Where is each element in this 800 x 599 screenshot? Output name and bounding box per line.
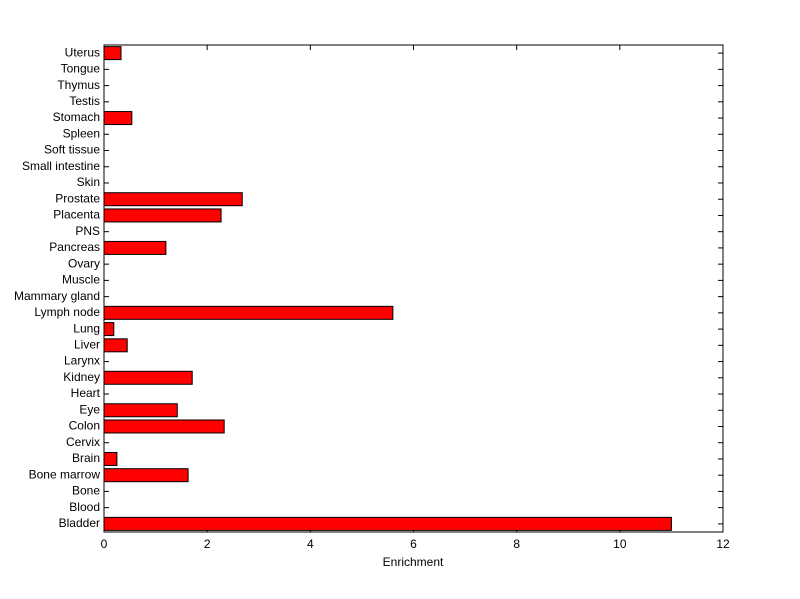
y-tick-label: Mammary gland <box>14 289 100 303</box>
y-tick-label: Lung <box>73 321 100 335</box>
x-tick-label: 6 <box>410 537 417 551</box>
y-tick-label: Uterus <box>65 45 100 59</box>
y-tick-label: Tongue <box>61 62 101 76</box>
y-tick-label: Bone marrow <box>29 467 101 481</box>
y-tick-label: Pancreas <box>49 240 100 254</box>
bar <box>103 322 115 337</box>
y-tick-label: Heart <box>71 386 101 400</box>
x-axis-label: Enrichment <box>383 555 444 569</box>
y-tick-label: Liver <box>74 337 100 351</box>
y-tick-label: Placenta <box>53 208 100 222</box>
plot-frame <box>103 44 724 533</box>
bar <box>103 468 189 483</box>
y-tick-label: Lymph node <box>34 305 100 319</box>
y-tick-label: Thymus <box>57 78 100 92</box>
y-tick-label: Eye <box>79 402 100 416</box>
bar <box>103 305 394 320</box>
y-tick-label: Small intestine <box>22 159 100 173</box>
bar <box>103 419 225 434</box>
bar <box>103 403 178 418</box>
bar <box>103 516 672 531</box>
y-tick-label: Soft tissue <box>44 143 100 157</box>
y-tick-label: Bone <box>72 484 100 498</box>
y-tick-label: Muscle <box>62 273 100 287</box>
x-tick-label: 4 <box>307 537 314 551</box>
y-tick-label: Blood <box>69 500 100 514</box>
y-tick-label: Stomach <box>53 110 100 124</box>
x-tick-label: 12 <box>716 537 730 551</box>
x-tick-label: 10 <box>613 537 627 551</box>
bar <box>103 192 243 207</box>
bar <box>103 370 193 385</box>
y-tick-label: Testis <box>69 94 100 108</box>
y-tick-label: Cervix <box>66 435 100 449</box>
bar <box>103 208 222 223</box>
bar <box>103 451 118 466</box>
y-tick-label: Bladder <box>59 516 100 530</box>
x-tick-label: 0 <box>101 537 108 551</box>
y-tick-label: Ovary <box>68 256 100 270</box>
y-tick-label: Skin <box>77 175 100 189</box>
y-tick-label: PNS <box>75 224 100 238</box>
x-tick-label: 8 <box>513 537 520 551</box>
x-tick-label: 2 <box>204 537 211 551</box>
y-tick-label: Brain <box>72 451 100 465</box>
y-tick-label: Colon <box>69 419 100 433</box>
bar <box>103 111 133 126</box>
y-tick-label: Prostate <box>55 191 100 205</box>
bar <box>103 46 122 61</box>
bar <box>103 338 128 353</box>
y-tick-label: Larynx <box>64 354 100 368</box>
y-tick-label: Kidney <box>63 370 100 384</box>
y-tick-label: Spleen <box>63 126 100 140</box>
bar <box>103 240 167 255</box>
